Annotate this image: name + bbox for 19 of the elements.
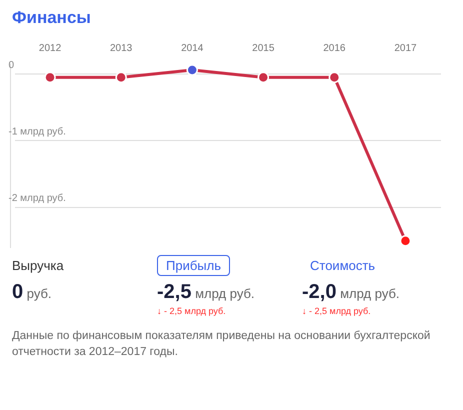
- x-tick-label: 2016: [323, 42, 346, 54]
- text: 0 руб.: [12, 281, 52, 303]
- x-tick-label: 2012: [38, 42, 62, 54]
- x-tick-label: 2013: [110, 42, 133, 54]
- y-tick-label: -1 млрд руб.: [8, 126, 66, 138]
- text: ↓ - 2,5 млрд руб.: [302, 306, 372, 316]
- y-tick-label: 0: [8, 60, 14, 71]
- y-tick-label: -2 млрд руб.: [8, 193, 66, 204]
- text: Выручка: [12, 258, 64, 273]
- x-tick-label: 2014: [181, 42, 204, 54]
- text: -2,0 млрд руб.: [302, 281, 400, 303]
- text: ↓ - 2,5 млрд руб.: [157, 306, 227, 316]
- text: Данные по финансовым показателям приведены на основании бухгалтерской отчетности за 2012–2017 годы.: [12, 329, 432, 360]
- x-tick-label: 2015: [252, 42, 275, 54]
- text: Прибыль: [157, 255, 230, 276]
- x-tick-label: 2017: [394, 42, 418, 54]
- text: Стоимость: [309, 258, 376, 273]
- chart-title: Финансы: [12, 8, 92, 28]
- text: -2,5 млрд руб.: [157, 281, 255, 303]
